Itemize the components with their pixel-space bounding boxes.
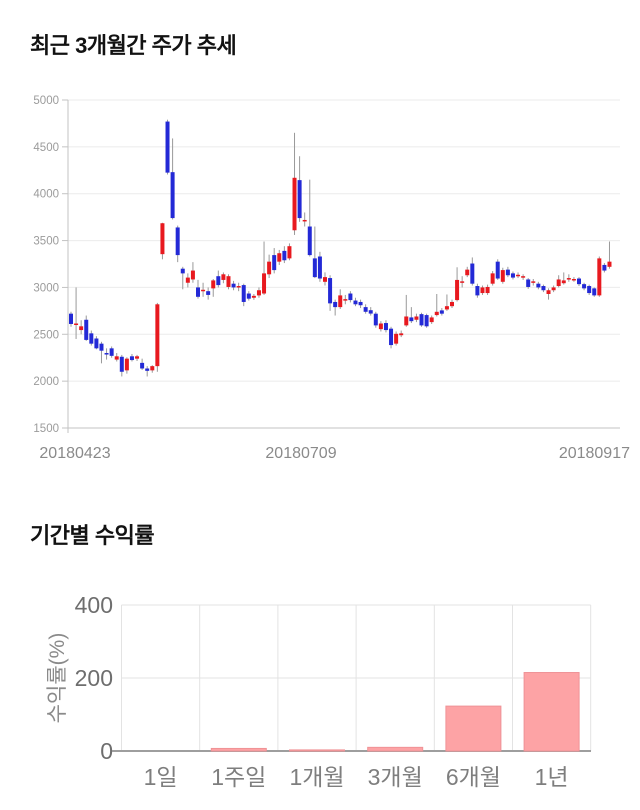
svg-text:2000: 2000	[33, 376, 59, 388]
svg-text:4500: 4500	[33, 142, 59, 154]
svg-text:1주일: 1주일	[211, 764, 266, 790]
svg-text:3500: 3500	[33, 236, 59, 248]
svg-text:400: 400	[75, 592, 113, 618]
period-returns-bar-chart: 400 200 0 수익률(%) 1일 1주일 1개월 3개월 6개월 1년	[46, 592, 592, 790]
svg-text:1일: 1일	[144, 764, 178, 790]
svg-text:200: 200	[75, 665, 113, 691]
period-returns-title: 기간별 수익률	[30, 523, 155, 548]
svg-text:4000: 4000	[33, 189, 59, 201]
svg-text:1년: 1년	[535, 764, 569, 790]
svg-text:20180917: 20180917	[559, 445, 630, 460]
svg-text:20180709: 20180709	[265, 445, 336, 460]
svg-text:3개월: 3개월	[368, 764, 423, 790]
svg-text:3000: 3000	[33, 282, 59, 294]
svg-text:20180423: 20180423	[39, 445, 110, 460]
svg-text:6개월: 6개월	[446, 764, 501, 790]
svg-text:수익률(%): 수익률(%)	[46, 633, 69, 724]
svg-text:5000: 5000	[33, 95, 59, 107]
svg-text:1500: 1500	[33, 423, 59, 435]
price-trend-candlestick-chart: 5000 4500 4000 3500 3000 2500 2000 1500 20180423…	[33, 95, 630, 460]
svg-text:1개월: 1개월	[289, 764, 344, 790]
svg-text:2500: 2500	[33, 329, 59, 341]
price-trend-title: 최근 3개월간 주가 추세	[30, 33, 237, 58]
svg-text:0: 0	[100, 738, 113, 764]
